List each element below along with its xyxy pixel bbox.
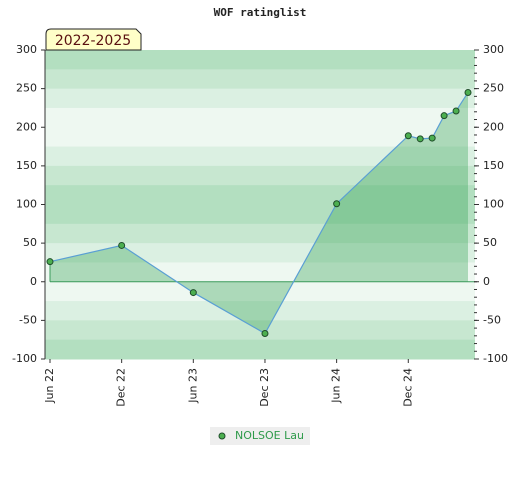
point [46, 258, 54, 266]
band [45, 185, 475, 205]
y2-tick-label: 250 [483, 82, 504, 95]
point [404, 132, 412, 140]
y2-tick-label: 150 [483, 159, 504, 172]
point [464, 88, 472, 96]
point [416, 135, 424, 143]
y-tick-label: 150 [16, 159, 37, 172]
legend-label: NOLSOE Lau [235, 429, 304, 442]
band [45, 339, 475, 360]
y-tick-label: 50 [23, 236, 37, 249]
band [45, 165, 475, 186]
y-tick-label: -50 [19, 313, 37, 326]
x-tick-label: Jun 22 [43, 368, 56, 404]
point [333, 200, 341, 208]
x-tick-label: Jun 24 [330, 368, 343, 404]
plot [46, 88, 475, 338]
y2-tick-label: 50 [483, 236, 497, 249]
y2-tick-label: 200 [483, 120, 504, 133]
x-tick-label: Dec 22 [115, 368, 128, 407]
band [45, 88, 475, 109]
band [45, 223, 475, 244]
point [440, 112, 448, 120]
band [45, 281, 475, 302]
point [261, 330, 269, 338]
y-tick-label: 0 [30, 275, 37, 288]
y2-tick-label: 100 [483, 198, 504, 211]
x-tick-label: Dec 24 [401, 368, 414, 407]
band [45, 127, 475, 148]
band [45, 69, 475, 90]
area [50, 92, 468, 334]
band [45, 146, 475, 167]
y2-tick-label: 300 [483, 43, 504, 56]
y-tick-label: 250 [16, 82, 37, 95]
point [118, 241, 126, 249]
x-tick-label: Jun 23 [186, 368, 199, 404]
band [45, 50, 475, 70]
y-tick-label: 300 [16, 43, 37, 56]
legend-box [210, 427, 310, 445]
point [452, 107, 460, 115]
legend-marker [218, 432, 226, 440]
chart-title: WOF ratinglist [214, 6, 307, 19]
plot-background [45, 50, 475, 360]
y-tick-label: -100 [12, 352, 37, 365]
y2-tick-label: -100 [483, 352, 508, 365]
annotation: 2022-2025 [55, 33, 131, 49]
band [45, 107, 475, 128]
point [189, 289, 197, 297]
y-tick-label: 100 [16, 198, 37, 211]
y2-tick-label: -50 [483, 313, 501, 326]
annotation-box [45, 28, 142, 51]
point [428, 134, 436, 142]
y2-tick-label: 0 [483, 275, 490, 288]
x-tick-label: Dec 23 [258, 368, 271, 407]
band [45, 243, 475, 263]
band [45, 262, 475, 283]
band [45, 204, 475, 225]
y-tick-label: 200 [16, 120, 37, 133]
band [45, 301, 475, 321]
